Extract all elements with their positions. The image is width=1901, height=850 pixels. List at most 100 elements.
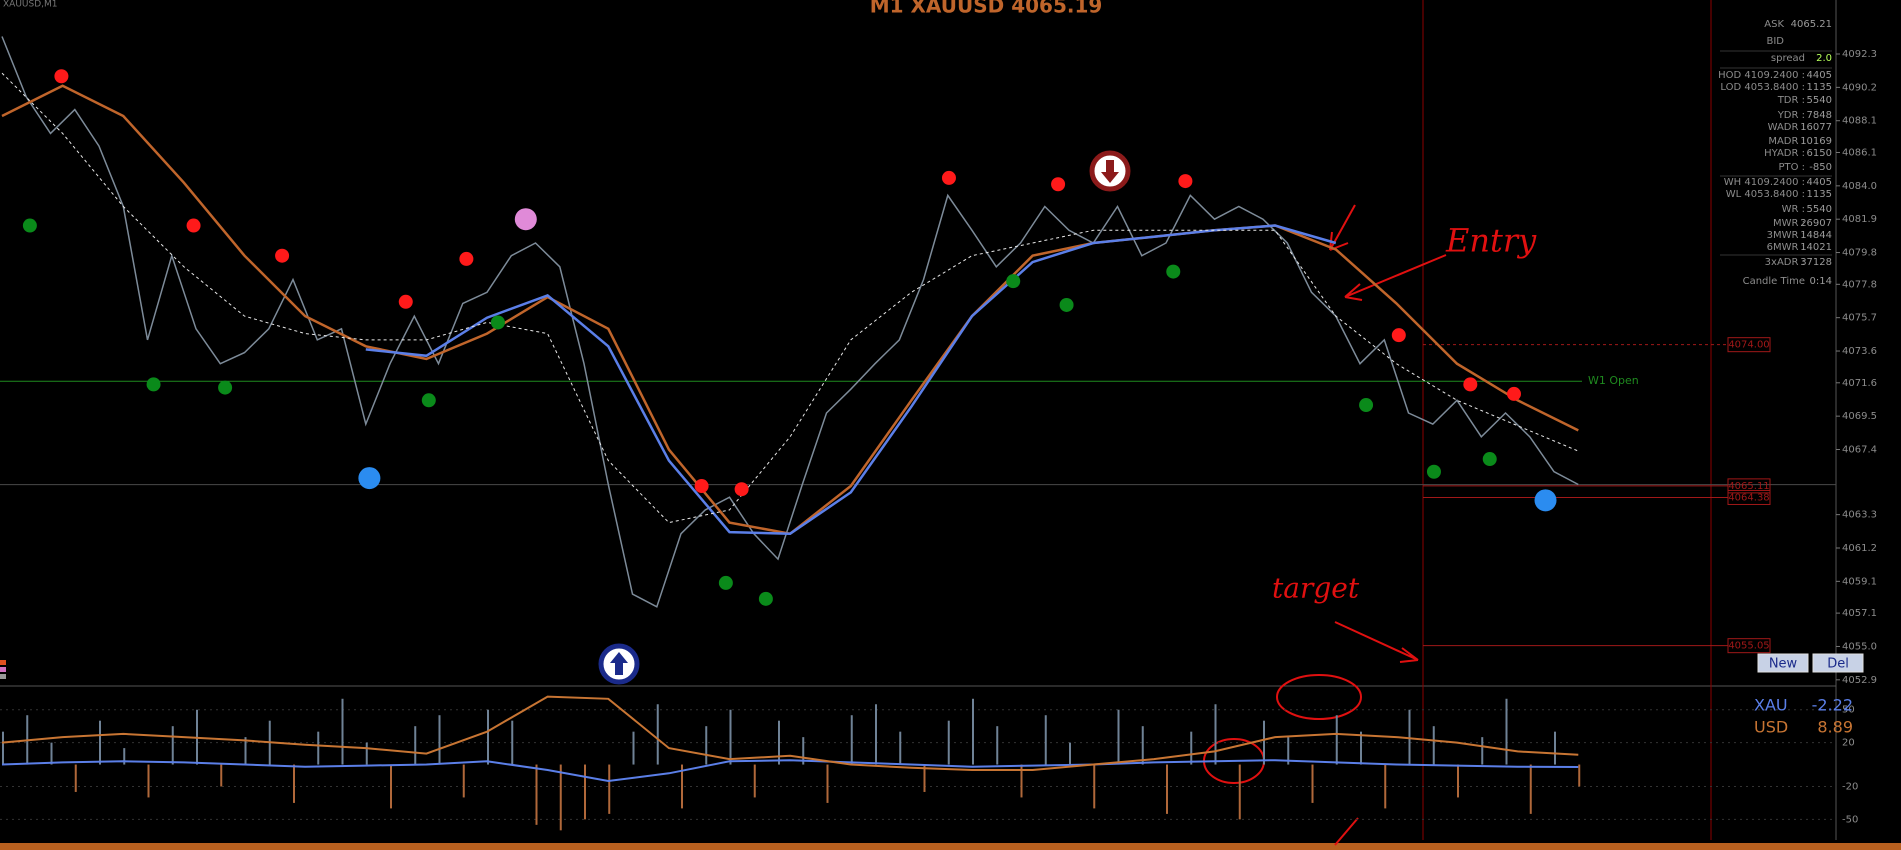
- y-tick-label: 4075.7: [1842, 313, 1877, 324]
- y-tick-label: 4055.0: [1842, 641, 1877, 652]
- signal-dot: [146, 377, 161, 392]
- histogram-bar: [462, 764, 465, 798]
- info-label: WH 4109.2400 :: [1724, 177, 1805, 188]
- signal-dot: [218, 380, 233, 395]
- histogram-bar: [1457, 764, 1459, 798]
- signal-dot: [1463, 377, 1478, 392]
- histogram-bar: [923, 764, 926, 792]
- info-label: Candle Time: [1743, 276, 1805, 287]
- button[interactable]: [1757, 653, 1809, 673]
- histogram-bar: [1360, 731, 1362, 765]
- info-value: 0:14: [1810, 276, 1832, 287]
- level-label: 4055.05: [1728, 641, 1769, 652]
- buy-arrow-icon: [610, 652, 628, 675]
- info-label: 6MWR :: [1767, 242, 1805, 253]
- moving-average: [365, 224, 1337, 535]
- signal-dot: [758, 591, 773, 606]
- info-label: ASK: [1764, 19, 1784, 30]
- histogram-bar: [729, 709, 732, 765]
- status-square: [0, 660, 6, 665]
- info-value: 5540: [1807, 95, 1832, 106]
- signal-dot: [1426, 464, 1441, 479]
- y-tick-label: 4084.0: [1842, 181, 1877, 192]
- histogram-bar: [753, 764, 756, 798]
- histogram-bar: [1578, 764, 1581, 787]
- y-tick-label: 4057.1: [1842, 608, 1877, 619]
- histogram-bar: [850, 715, 853, 765]
- hand-circle: [1276, 674, 1362, 720]
- signal-dot: [275, 248, 290, 263]
- signal-dot: [421, 393, 436, 408]
- button[interactable]: [1812, 653, 1864, 673]
- signal-dot: [22, 218, 37, 233]
- histogram-bar: [147, 764, 150, 798]
- histogram-bar: [1335, 715, 1338, 765]
- signal-dot: [941, 170, 956, 185]
- histogram-bar: [317, 731, 320, 765]
- histogram-bar: [99, 720, 101, 765]
- histogram-bar: [1408, 709, 1411, 765]
- histogram-bar: [365, 742, 368, 765]
- signal-dot: [718, 575, 733, 590]
- histogram-bar: [293, 764, 295, 803]
- info-label: YDR :: [1777, 110, 1805, 121]
- histogram-bar: [74, 764, 77, 792]
- signal-dot: [54, 69, 69, 84]
- info-label: MADR :: [1768, 136, 1805, 147]
- histogram-bar: [1044, 715, 1047, 765]
- legend-value: 8.89: [1817, 718, 1853, 737]
- histogram-bar: [487, 709, 489, 765]
- signal-dot: [694, 479, 709, 494]
- histogram-bar: [972, 698, 974, 765]
- sub-tick-label: -50: [1842, 814, 1858, 825]
- signal-dot: [1534, 489, 1557, 512]
- signal-dot: [1391, 328, 1406, 343]
- price-line: [1, 36, 1579, 608]
- histogram-bar: [826, 764, 829, 803]
- y-tick-label: 4073.6: [1842, 346, 1877, 357]
- histogram-bar: [1311, 764, 1314, 803]
- info-value: 37128: [1800, 257, 1832, 268]
- strength-line: [1, 759, 1579, 783]
- info-value: 5540: [1807, 204, 1832, 215]
- info-value: 4405: [1807, 177, 1832, 188]
- handwritten-note: target: [1272, 572, 1360, 605]
- bottom-strip: [0, 843, 1901, 850]
- histogram-bar: [1287, 737, 1290, 765]
- level-box: [1727, 638, 1771, 654]
- legend-value: -2.22: [1812, 696, 1853, 715]
- y-tick-label: 4086.1: [1842, 147, 1877, 158]
- info-value: 14021: [1800, 242, 1832, 253]
- level-label: 4065.11: [1728, 481, 1769, 492]
- histogram-bar: [438, 715, 441, 765]
- signal-dot: [1166, 264, 1181, 279]
- info-value: 26907: [1800, 218, 1832, 229]
- sub-tick-label: -20: [1842, 781, 1858, 792]
- histogram-bar: [390, 764, 392, 809]
- info-value: 4405: [1807, 70, 1832, 81]
- level-box: [1727, 337, 1771, 353]
- info-label: 3xADR :: [1765, 257, 1805, 268]
- histogram-bar: [656, 704, 659, 765]
- histogram-bar: [1141, 726, 1144, 765]
- handwritten-note: Entry: [1445, 222, 1537, 260]
- y-tick-label: 4052.9: [1842, 675, 1877, 686]
- info-label: spread: [1771, 53, 1805, 64]
- signal-dot: [1059, 297, 1074, 312]
- signal-dot: [514, 208, 537, 231]
- signal-dot: [1506, 386, 1521, 401]
- info-label: MWR :: [1773, 218, 1805, 229]
- info-value: 4065.21: [1791, 19, 1832, 30]
- info-value: -850: [1809, 162, 1832, 173]
- signal-dot: [734, 482, 749, 497]
- signal-dot: [1178, 174, 1193, 189]
- y-tick-label: 4079.8: [1842, 248, 1877, 259]
- strength-line: [1, 695, 1579, 771]
- info-label: 3MWR :: [1767, 230, 1805, 241]
- y-tick-label: 4092.3: [1842, 49, 1877, 60]
- chart-title: M1 XAUUSD 4065.19: [870, 0, 1103, 18]
- button-label[interactable]: Del: [1827, 657, 1849, 672]
- button-label[interactable]: New: [1769, 657, 1798, 672]
